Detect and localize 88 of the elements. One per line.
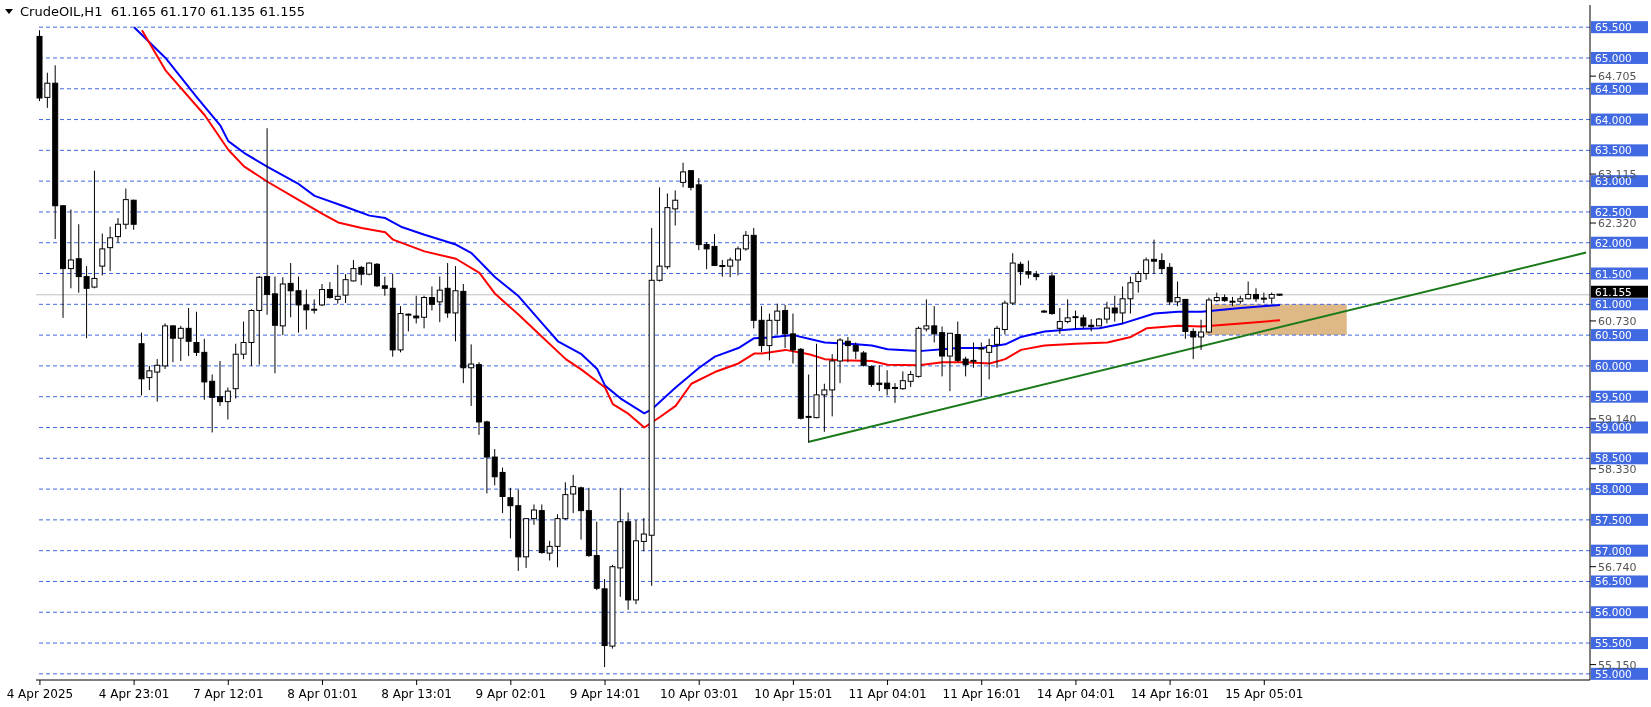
- x-tick-label: 8 Apr 13:01: [381, 687, 452, 701]
- candlestick: [844, 336, 851, 363]
- y-tick-label: 60.730: [1598, 314, 1637, 328]
- ref-line-label: 60.000: [1595, 359, 1632, 372]
- ref-line-label: 63.500: [1595, 144, 1632, 157]
- candlestick: [1056, 307, 1063, 335]
- candlestick: [899, 370, 906, 391]
- candlestick: [742, 230, 749, 252]
- candlestick: [782, 304, 789, 349]
- ref-line-label: 61.000: [1595, 298, 1632, 311]
- candlestick: [1253, 287, 1260, 303]
- ref-line-label: 58.500: [1595, 452, 1632, 465]
- candlestick: [884, 369, 891, 396]
- candlestick: [373, 262, 380, 288]
- candlestick: [264, 127, 271, 316]
- ref-line-label: 55.000: [1595, 667, 1632, 680]
- x-tick-label: 4 Apr 2025: [6, 687, 74, 701]
- y-tick-label: 62.320: [1598, 216, 1637, 230]
- ref-line-label: 55.500: [1595, 637, 1632, 650]
- x-tick-label: 9 Apr 02:01: [475, 687, 547, 701]
- candlestick: [578, 486, 585, 541]
- candlestick: [1260, 292, 1267, 304]
- x-tick-label: 10 Apr 15:01: [754, 687, 833, 701]
- ref-line-label: 62.500: [1595, 205, 1632, 218]
- candlestick: [789, 313, 796, 364]
- candlestick: [224, 386, 231, 420]
- x-tick-label: 8 Apr 01:01: [287, 687, 358, 701]
- candlestick: [1103, 301, 1110, 324]
- candlestick: [326, 281, 333, 300]
- candlestick: [837, 337, 844, 384]
- ref-line-label: 65.000: [1595, 51, 1632, 64]
- x-tick-label: 15 Apr 05:01: [1225, 687, 1304, 701]
- candlestick: [169, 324, 176, 363]
- x-tick-label: 14 Apr 16:01: [1130, 687, 1210, 701]
- candlestick: [334, 264, 341, 305]
- x-tick-label: 11 Apr 16:01: [942, 687, 1021, 701]
- y-tick-label: 58.330: [1598, 462, 1637, 476]
- candlestick: [939, 325, 946, 377]
- candlestick: [978, 342, 985, 398]
- candlestick: [209, 374, 216, 433]
- candlestick: [735, 245, 742, 276]
- candlestick: [421, 295, 428, 329]
- y-tick-label: 56.740: [1598, 560, 1637, 574]
- ref-line-label: 65.500: [1595, 21, 1632, 34]
- candlestick: [311, 298, 318, 315]
- ref-line-label: 61.155: [1595, 285, 1632, 298]
- ref-line-label: 62.000: [1595, 236, 1632, 249]
- candlestick: [891, 382, 898, 404]
- x-tick-label: 9 Apr 14:01: [569, 687, 641, 701]
- candlestick: [1158, 252, 1165, 275]
- x-tick-label: 4 Apr 23:01: [98, 687, 170, 701]
- candlestick: [381, 276, 388, 297]
- candlestick: [994, 325, 1001, 369]
- candlestick: [468, 343, 475, 407]
- x-tick-label: 7 Apr 12:01: [192, 687, 264, 701]
- candlestick: [640, 517, 647, 552]
- candlestick: [1198, 319, 1205, 351]
- ref-line-label: 64.500: [1595, 82, 1632, 95]
- candlestick: [727, 257, 734, 278]
- candlestick: [114, 217, 121, 244]
- candlestick: [217, 360, 224, 407]
- ref-line-label: 56.000: [1595, 606, 1632, 619]
- candlestick: [107, 226, 114, 272]
- ref-line-label: 58.000: [1595, 483, 1632, 496]
- x-tick-label: 14 Apr 04:01: [1036, 687, 1116, 701]
- ref-line-label: 59.500: [1595, 390, 1632, 403]
- candlestick: [428, 285, 435, 311]
- x-tick-label: 10 Apr 03:01: [660, 687, 739, 701]
- y-tick-label: 64.705: [1598, 70, 1637, 84]
- ref-line-label: 57.500: [1595, 513, 1632, 526]
- candlestick: [687, 170, 694, 191]
- candlestick: [99, 232, 106, 276]
- candlestick: [1135, 270, 1142, 294]
- candlestick: [986, 338, 993, 380]
- candlestick: [680, 162, 687, 188]
- candlestick: [570, 474, 577, 514]
- candlestick: [530, 503, 537, 526]
- candlestick: [1150, 239, 1157, 275]
- candlestick: [946, 332, 953, 392]
- x-tick-label: 11 Apr 04:01: [848, 687, 927, 701]
- candlestick: [67, 208, 74, 289]
- ref-line-label: 60.500: [1595, 329, 1632, 342]
- ref-line-label: 64.000: [1595, 113, 1632, 126]
- ref-line-label: 61.500: [1595, 267, 1632, 280]
- candlestick: [1143, 257, 1150, 281]
- chart-title: CrudeOIL,H1 61.165 61.170 61.135 61.155: [20, 4, 306, 19]
- ref-line-label: 57.000: [1595, 544, 1632, 557]
- ref-line-label: 56.500: [1595, 575, 1632, 588]
